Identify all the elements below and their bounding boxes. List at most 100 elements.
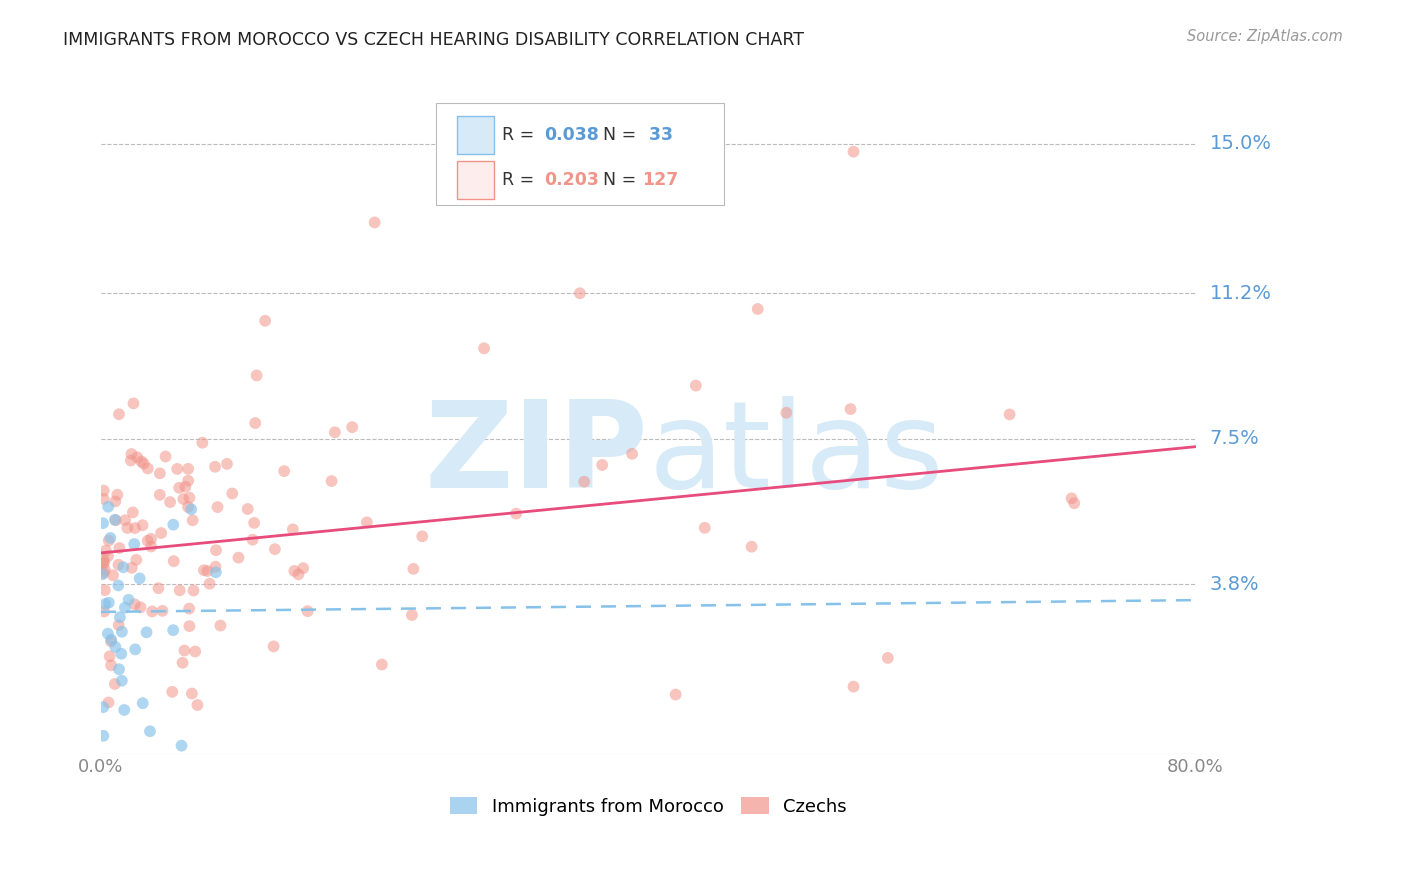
Point (179, 601, 201, 615)
Point (107, 618, 129, 632)
Point (107, 558, 129, 572)
Point (108, 407, 131, 421)
Point (204, 559, 226, 574)
Point (166, 462, 188, 476)
Point (124, 598, 146, 612)
Point (141, 604, 163, 618)
Point (97, 626, 120, 640)
Point (136, 533, 159, 548)
Point (228, 550, 250, 565)
Point (93, 605, 115, 619)
Point (101, 568, 124, 582)
Point (842, 680, 865, 694)
Point (93, 566, 115, 580)
Point (747, 301, 769, 316)
Point (97, 500, 120, 514)
Point (263, 640, 285, 654)
Point (323, 425, 346, 440)
Point (177, 462, 200, 476)
Point (107, 578, 129, 592)
Point (205, 566, 228, 580)
Point (141, 540, 163, 554)
Point (117, 592, 139, 607)
Point (155, 450, 177, 464)
Point (163, 554, 186, 568)
Point (505, 507, 527, 521)
Text: 0.038: 0.038 (544, 126, 599, 145)
Point (1060, 491, 1083, 506)
Point (91, 700, 114, 714)
Point (198, 576, 221, 591)
Point (193, 563, 215, 577)
Point (180, 502, 202, 516)
Point (356, 516, 378, 530)
Point (568, 286, 591, 301)
Point (124, 521, 146, 535)
Point (97, 533, 120, 548)
Point (127, 450, 149, 465)
Point (162, 685, 184, 699)
Point (174, 480, 197, 494)
Text: 127: 127 (643, 171, 679, 189)
Point (181, 513, 204, 527)
Point (665, 145, 688, 159)
Point (254, 314, 277, 328)
Point (246, 368, 269, 383)
Point (363, 215, 385, 229)
Point (121, 505, 143, 519)
Text: ZIP: ZIP (425, 395, 648, 513)
Point (401, 607, 423, 622)
Text: 3.8%: 3.8% (1209, 574, 1260, 594)
Point (876, 651, 898, 665)
Point (93, 729, 115, 743)
Point (287, 567, 309, 582)
Text: 11.2%: 11.2% (1209, 284, 1271, 302)
Point (139, 532, 162, 546)
Point (122, 537, 145, 551)
Point (186, 698, 208, 712)
Point (100, 658, 122, 673)
Point (111, 624, 134, 639)
Point (108, 541, 131, 555)
Point (207, 500, 229, 514)
Point (93, 491, 115, 506)
Point (281, 522, 304, 536)
Point (112, 703, 135, 717)
Point (245, 416, 267, 430)
Point (221, 486, 243, 500)
Point (131, 518, 153, 533)
Point (775, 406, 797, 420)
Text: R =: R = (502, 171, 540, 189)
Point (173, 643, 195, 657)
Text: R =: R = (502, 126, 540, 145)
Point (122, 396, 145, 410)
Point (97, 596, 120, 610)
Point (93, 553, 115, 567)
Point (591, 458, 613, 472)
Text: N =: N = (603, 126, 643, 145)
Point (97, 549, 120, 563)
Point (205, 543, 228, 558)
Point (264, 542, 287, 557)
Point (177, 500, 200, 514)
Point (93, 556, 115, 570)
Point (685, 378, 707, 392)
Text: atlas: atlas (648, 395, 943, 513)
Point (183, 583, 205, 598)
Point (100, 634, 122, 648)
Point (139, 724, 162, 739)
Point (110, 647, 132, 661)
Point (998, 408, 1021, 422)
Point (693, 521, 716, 535)
Point (159, 495, 181, 509)
Point (104, 513, 127, 527)
Point (91, 567, 114, 582)
Point (104, 494, 127, 508)
Point (292, 561, 315, 575)
Point (93, 556, 115, 570)
Point (98, 649, 121, 664)
Point (172, 491, 194, 506)
Point (209, 618, 232, 632)
Point (197, 564, 219, 578)
Point (169, 583, 191, 598)
